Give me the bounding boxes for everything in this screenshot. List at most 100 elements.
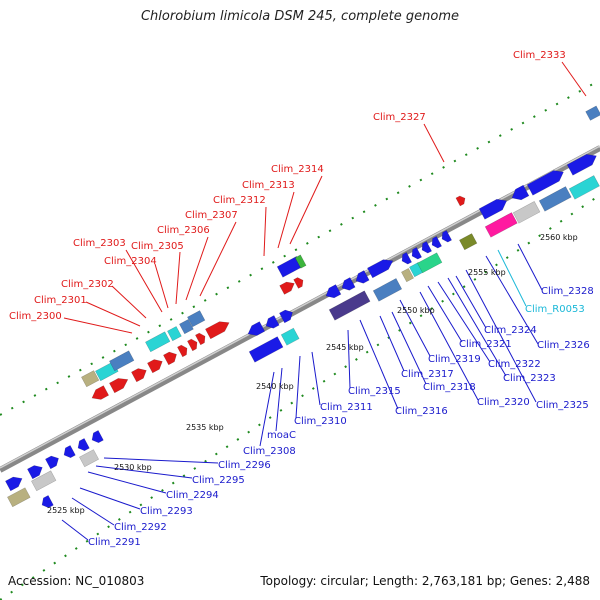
gene-glyph[interactable] [293, 276, 306, 289]
gene-glyph[interactable] [187, 310, 206, 328]
gene-glyph[interactable] [177, 343, 189, 358]
gene-glyph[interactable] [279, 279, 297, 295]
gene-glyph[interactable] [323, 284, 342, 301]
gene-label-clim-2324[interactable]: Clim_2324 [484, 325, 537, 336]
gene-glyph[interactable] [372, 278, 403, 302]
gene-label-clim-2291[interactable]: Clim_2291 [88, 537, 141, 548]
gene-glyph[interactable] [419, 241, 432, 254]
gene-glyph[interactable] [568, 175, 600, 200]
gene-glyph[interactable] [526, 167, 566, 196]
gene-label-clim-2333[interactable]: Clim_2333 [513, 50, 566, 61]
gene-label-clim-2303[interactable]: Clim_2303 [73, 238, 126, 249]
gene-glyph[interactable] [429, 236, 442, 249]
gene-label-clim-2312[interactable]: Clim_2312 [213, 195, 266, 206]
gene-glyph[interactable] [439, 230, 452, 243]
gene-glyph[interactable] [279, 307, 295, 324]
gene-glyph[interactable] [27, 463, 45, 480]
gene-glyph[interactable] [248, 336, 284, 363]
gene-label-clim-2325[interactable]: Clim_2325 [536, 400, 589, 411]
gene-label-clim-2307[interactable]: Clim_2307 [185, 210, 238, 221]
gene-label-clim-2313[interactable]: Clim_2313 [242, 180, 295, 191]
tick-2560: 2560 kbp [540, 233, 578, 242]
gene-label-clim-2328[interactable]: Clim_2328 [541, 286, 594, 297]
gene-label-clim-2296[interactable]: Clim_2296 [218, 460, 271, 471]
gene-label-clim-2310[interactable]: Clim_2310 [294, 416, 347, 427]
gene-glyph[interactable] [280, 327, 300, 346]
gene-glyph[interactable] [7, 487, 31, 508]
gene-label-clim-2294[interactable]: Clim_2294 [166, 490, 219, 501]
gene-label-clim-2319[interactable]: Clim_2319 [428, 354, 481, 365]
gene-label-clim-2318[interactable]: Clim_2318 [423, 382, 476, 393]
gene-glyph[interactable] [509, 184, 530, 203]
leader-line [87, 471, 167, 494]
gene-glyph[interactable] [484, 212, 518, 238]
gene-label-clim-2311[interactable]: Clim_2311 [320, 402, 373, 413]
gene-glyph[interactable] [328, 290, 371, 321]
gene-glyph[interactable] [147, 357, 165, 374]
gene-glyph[interactable] [79, 449, 100, 468]
gene-label-clim-2302[interactable]: Clim_2302 [61, 279, 114, 290]
gene-label-clim-2322[interactable]: Clim_2322 [488, 359, 541, 370]
gene-glyph[interactable] [179, 319, 194, 335]
gene-glyph[interactable] [263, 315, 280, 330]
gene-glyph[interactable] [187, 337, 199, 352]
gene-glyph[interactable] [459, 233, 478, 251]
gene-glyph[interactable] [401, 268, 414, 283]
leader-line [95, 465, 193, 479]
gene-glyph[interactable] [512, 201, 541, 224]
gene-glyph[interactable] [409, 247, 422, 260]
gene-glyph[interactable] [75, 438, 90, 452]
gene-label-clim-2320[interactable]: Clim_2320 [477, 397, 530, 408]
gene-glyph[interactable] [205, 318, 231, 340]
gene-glyph[interactable] [339, 277, 356, 292]
gene-label-clim-2321[interactable]: Clim_2321 [459, 339, 512, 350]
gene-glyph[interactable] [81, 370, 100, 388]
leader-line [359, 319, 399, 410]
gene-label-clim-2304[interactable]: Clim_2304 [104, 256, 157, 267]
gene-label-clim-2293[interactable]: Clim_2293 [140, 506, 193, 517]
gene-glyph[interactable] [566, 151, 599, 176]
gene-glyph[interactable] [478, 195, 509, 220]
gene-glyph[interactable] [109, 375, 130, 394]
gene-glyph[interactable] [109, 350, 135, 372]
gene-label-clim-2306[interactable]: Clim_2306 [157, 225, 210, 236]
gene-label-clim-2308[interactable]: Clim_2308 [243, 446, 296, 457]
gene-glyph[interactable] [585, 105, 600, 121]
gene-label-clim-2300[interactable]: Clim_2300 [9, 311, 62, 322]
gene-glyph[interactable] [5, 474, 24, 492]
gene-glyph[interactable] [538, 186, 572, 212]
gene-label-clim-2305[interactable]: Clim_2305 [131, 241, 184, 252]
gene-label-clim-2323[interactable]: Clim_2323 [503, 373, 556, 384]
gene-glyph[interactable] [145, 331, 171, 353]
gene-glyph[interactable] [163, 349, 179, 366]
gene-glyph[interactable] [167, 326, 182, 342]
gene-label-moac[interactable]: moaC [267, 430, 296, 441]
gene-label-clim-2295[interactable]: Clim_2295 [192, 475, 245, 486]
tick-2540: 2540 kbp [256, 382, 294, 391]
gene-label-clim-2301[interactable]: Clim_2301 [34, 295, 87, 306]
gene-glyph[interactable] [353, 270, 370, 285]
gene-glyph[interactable] [195, 331, 207, 346]
gene-glyph[interactable] [131, 366, 149, 383]
gene-label-clim-2317[interactable]: Clim_2317 [401, 369, 454, 380]
gene-glyph[interactable] [31, 470, 57, 492]
gene-glyph[interactable] [294, 254, 307, 269]
gene-label-clim-2316[interactable]: Clim_2316 [395, 406, 448, 417]
gene-label-clim-r0053[interactable]: Clim_R0053 [525, 304, 585, 315]
gene-glyph[interactable] [39, 495, 54, 509]
gene-label-clim-2327[interactable]: Clim_2327 [373, 112, 426, 123]
gene-glyph[interactable] [245, 321, 266, 339]
gene-glyph[interactable] [61, 445, 76, 459]
gene-label-clim-2314[interactable]: Clim_2314 [271, 164, 324, 175]
gene-label-clim-2326[interactable]: Clim_2326 [537, 340, 590, 351]
gene-glyph[interactable] [89, 430, 104, 444]
gene-glyph[interactable] [367, 256, 395, 279]
gene-glyph[interactable] [455, 194, 467, 207]
gene-glyph[interactable] [45, 453, 61, 470]
gene-glyph[interactable] [417, 252, 443, 274]
gene-glyph[interactable] [399, 252, 412, 265]
gene-glyph[interactable] [89, 385, 110, 403]
gene-label-clim-2315[interactable]: Clim_2315 [348, 386, 401, 397]
gene-label-clim-2292[interactable]: Clim_2292 [114, 522, 167, 533]
